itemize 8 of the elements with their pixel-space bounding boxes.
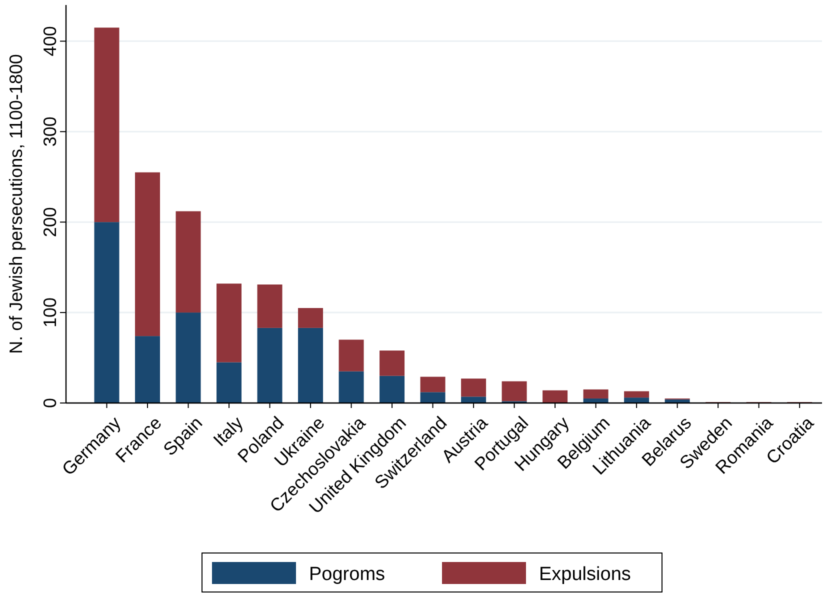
- y-tick-label: 400: [40, 26, 60, 56]
- legend-label: Expulsions: [539, 564, 631, 585]
- y-axis-title: N. of Jewish persecutions, 1100-1800: [6, 54, 26, 354]
- y-tick-label: 100: [40, 298, 60, 328]
- y-tick-label: 200: [40, 207, 60, 238]
- y-tick-label: 300: [40, 116, 60, 147]
- y-tick-label: 0: [40, 398, 60, 408]
- legend-label: Pogroms: [309, 564, 386, 585]
